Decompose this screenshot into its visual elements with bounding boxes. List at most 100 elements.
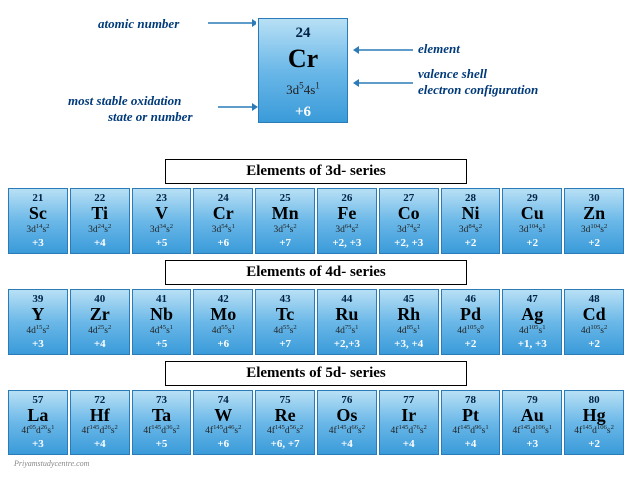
- element-symbol: Os: [318, 406, 376, 426]
- oxidation-state: +4: [318, 438, 376, 450]
- element-cell: 28Ni3d84s2+2: [441, 188, 501, 254]
- atomic-number: 76: [318, 394, 376, 406]
- oxidation-state: +1, +3: [503, 338, 561, 350]
- series-header: Elements of 5d- series: [165, 361, 467, 386]
- element-cell: 25Mn3d54s2+7: [255, 188, 315, 254]
- label-atomic-number: atomic number: [98, 16, 179, 32]
- element-cell: 75Re4f145d56s2+6, +7: [255, 390, 315, 456]
- oxidation-state: +2: [565, 338, 623, 350]
- atomic-number: 57: [9, 394, 67, 406]
- element-cell: 46Pd4d105s0+2: [441, 289, 501, 355]
- element-symbol: Mo: [194, 305, 252, 325]
- oxidation-state: +5: [133, 438, 191, 450]
- atomic-number: 48: [565, 293, 623, 305]
- element-symbol: Rh: [380, 305, 438, 325]
- oxidation-state: +2: [503, 237, 561, 249]
- element-symbol: Co: [380, 204, 438, 224]
- oxidation-state: +6: [194, 338, 252, 350]
- oxidation-state: +2, +3: [380, 237, 438, 249]
- element-symbol: Cd: [565, 305, 623, 325]
- electron-config: 4d55s1: [194, 326, 252, 336]
- label-element: element: [418, 41, 460, 57]
- element-symbol: W: [194, 406, 252, 426]
- legend-area: atomic number 24 Cr 3d54s1 +6 element va…: [8, 8, 624, 153]
- arrow-icon: [208, 16, 256, 33]
- electron-config: 4d15s2: [9, 326, 67, 336]
- oxidation-state: +7: [256, 237, 314, 249]
- legend-oxidation: +6: [259, 104, 347, 121]
- atomic-number: 74: [194, 394, 252, 406]
- oxidation-state: +3, +4: [380, 338, 438, 350]
- label-stable1: most stable oxidation: [68, 93, 181, 109]
- element-cell: 42Mo4d55s1 +6: [193, 289, 253, 355]
- series-container: Elements of 3d- series 21Sc3d14s2+322Ti3d…: [8, 159, 624, 455]
- element-cell: 44Ru4d75s1+2,+3: [317, 289, 377, 355]
- oxidation-state: +4: [442, 438, 500, 450]
- electron-config: 4f145d96s1: [442, 426, 500, 436]
- atomic-number: 42: [194, 293, 252, 305]
- electron-config: 3d14s2: [9, 225, 67, 235]
- element-symbol: Au: [503, 406, 561, 426]
- element-cell: 80Hg4f145d106s2+2: [564, 390, 624, 456]
- electron-config: 4d85s1: [380, 326, 438, 336]
- atomic-number: 44: [318, 293, 376, 305]
- element-symbol: Re: [256, 406, 314, 426]
- oxidation-state: +6: [194, 438, 252, 450]
- element-symbol: Hf: [71, 406, 129, 426]
- oxidation-state: +4: [71, 438, 129, 450]
- oxidation-state: +6: [194, 237, 252, 249]
- electron-config: 4d105s2: [565, 326, 623, 336]
- oxidation-state: +3: [503, 438, 561, 450]
- oxidation-state: +2: [565, 237, 623, 249]
- element-cell: 76Os4f145d66s2+4: [317, 390, 377, 456]
- element-symbol: Cr: [194, 204, 252, 224]
- atomic-number: 77: [380, 394, 438, 406]
- label-valence1: valence shell: [418, 66, 487, 82]
- element-symbol: Ru: [318, 305, 376, 325]
- atomic-number: 39: [9, 293, 67, 305]
- oxidation-state: +4: [380, 438, 438, 450]
- oxidation-state: +3: [9, 338, 67, 350]
- element-symbol: Pd: [442, 305, 500, 325]
- element-cell: 43Tc4d55s2+7: [255, 289, 315, 355]
- element-cell: 45Rh4d85s1+3, +4: [379, 289, 439, 355]
- watermark: Priyamstudycentre.com: [14, 459, 624, 468]
- element-cell: 27Co3d74s2+2, +3: [379, 188, 439, 254]
- electron-config: 3d84s2: [442, 225, 500, 235]
- oxidation-state: +4: [71, 338, 129, 350]
- electron-config: 3d54s1: [194, 225, 252, 235]
- element-symbol: V: [133, 204, 191, 224]
- element-cell: 57La4f05d26s1+3: [8, 390, 68, 456]
- electron-config: 4d105s1: [503, 326, 561, 336]
- element-symbol: Fe: [318, 204, 376, 224]
- legend-symbol: Cr: [259, 44, 347, 74]
- element-cell: 41Nb4d45s1+5: [132, 289, 192, 355]
- legend-cell: 24 Cr 3d54s1 +6: [258, 18, 348, 123]
- electron-config: 3d34s2: [133, 225, 191, 235]
- element-symbol: Ta: [133, 406, 191, 426]
- legend-atomic-number: 24: [259, 25, 347, 42]
- element-cell: 21Sc3d14s2+3: [8, 188, 68, 254]
- atomic-number: 40: [71, 293, 129, 305]
- element-symbol: Tc: [256, 305, 314, 325]
- element-cell: 40Zr4d25s2+4: [70, 289, 130, 355]
- element-cell: 24Cr3d54s1+6: [193, 188, 253, 254]
- element-cell: 30Zn3d104s2+2: [564, 188, 624, 254]
- electron-config: 4d75s1: [318, 326, 376, 336]
- atomic-number: 43: [256, 293, 314, 305]
- electron-config: 3d54s2: [256, 225, 314, 235]
- element-cell: 48Cd4d105s2 +2: [564, 289, 624, 355]
- oxidation-state: +6, +7: [256, 438, 314, 450]
- element-row: 39Y4d15s2+340Zr4d25s2+441Nb4d45s1+542Mo4…: [8, 289, 624, 355]
- atomic-number: 41: [133, 293, 191, 305]
- element-symbol: Cu: [503, 204, 561, 224]
- electron-config: 4f145d26s2: [71, 426, 129, 436]
- arrow-icon: [353, 43, 413, 60]
- element-symbol: Mn: [256, 204, 314, 224]
- element-row: 21Sc3d14s2+322Ti3d24s2+423V3d34s2+524Cr3…: [8, 188, 624, 254]
- series-header: Elements of 3d- series: [165, 159, 467, 184]
- element-symbol: Hg: [565, 406, 623, 426]
- label-valence2: electron configuration: [418, 82, 538, 98]
- electron-config: 4d45s1: [133, 326, 191, 336]
- element-cell: 72Hf4f145d26s2+4: [70, 390, 130, 456]
